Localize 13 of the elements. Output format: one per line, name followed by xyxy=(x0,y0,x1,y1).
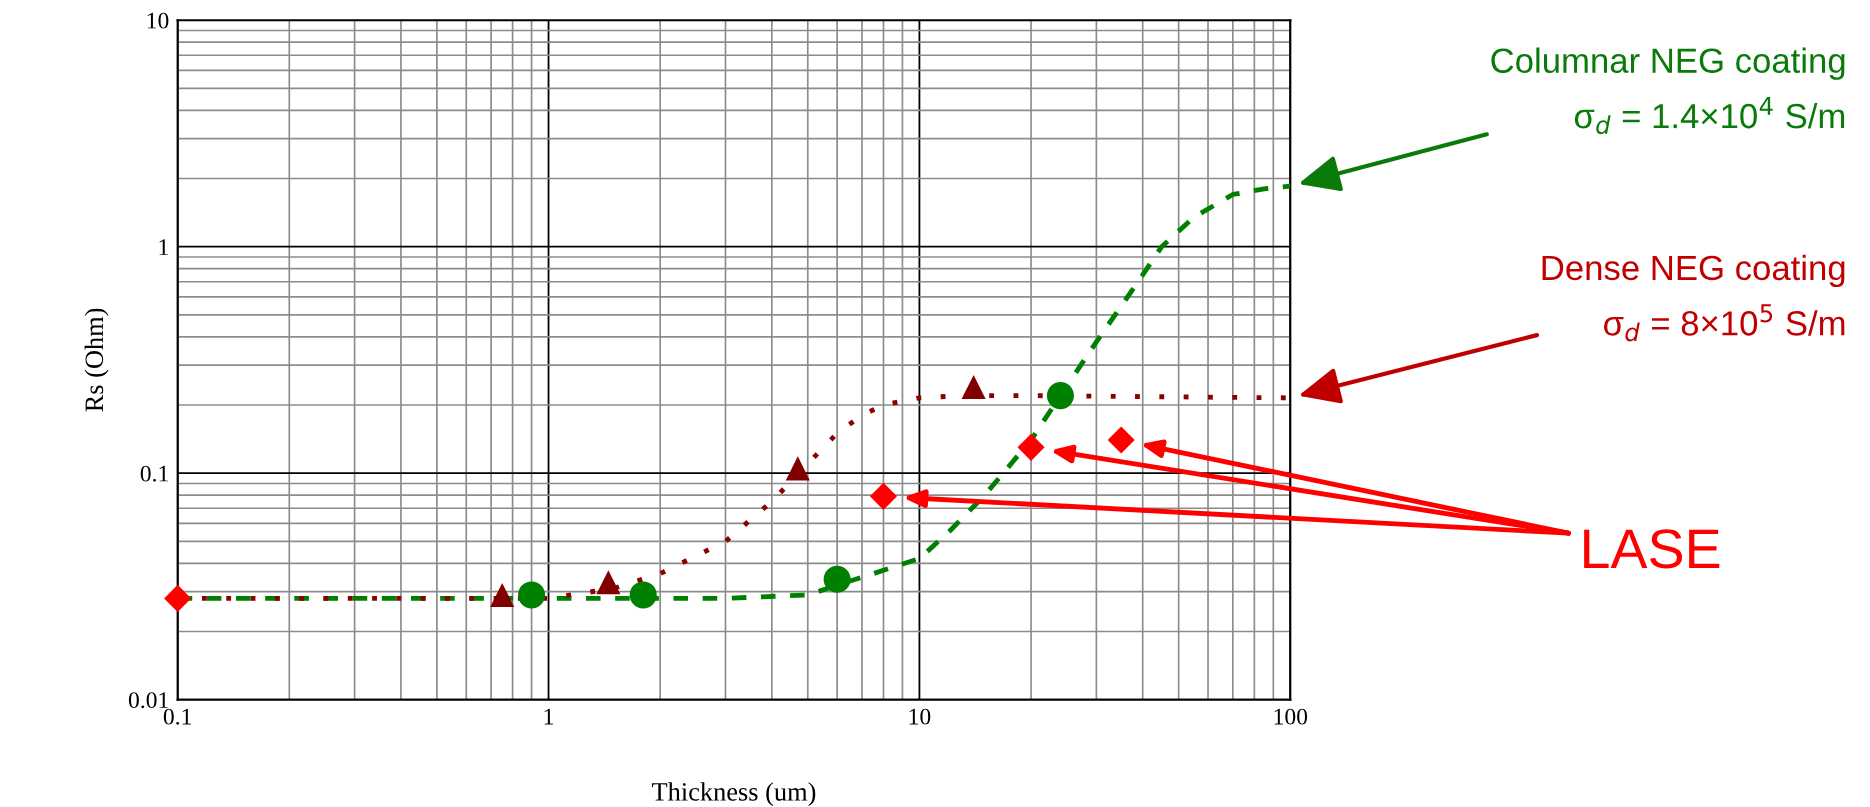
y-axis-title: Rs (Ohm) xyxy=(84,308,109,412)
x-tick-label: 10 xyxy=(909,708,931,725)
text: Columnar NEG coating σ$_{d}$ = 1.4×10$^{4}$ S/m xyxy=(1491,47,1845,135)
x-tick-label: 1 xyxy=(544,708,554,725)
y-tick-label: 0.1 xyxy=(140,465,168,482)
y-tick-label: 10 xyxy=(147,12,169,29)
x-tick-label: 0.1 xyxy=(163,708,191,725)
text: LASE xyxy=(1584,529,1720,569)
x-tick-label: 100 xyxy=(1274,708,1308,725)
y-tick-label: 0.01 xyxy=(128,692,168,709)
text: Dense NEG coating σ$_{d}$ = 8×10$^{5}$ S/m xyxy=(1542,254,1845,342)
y-tick-label: 1 xyxy=(159,239,168,255)
x-axis-title: Thickness (um) xyxy=(652,782,816,807)
